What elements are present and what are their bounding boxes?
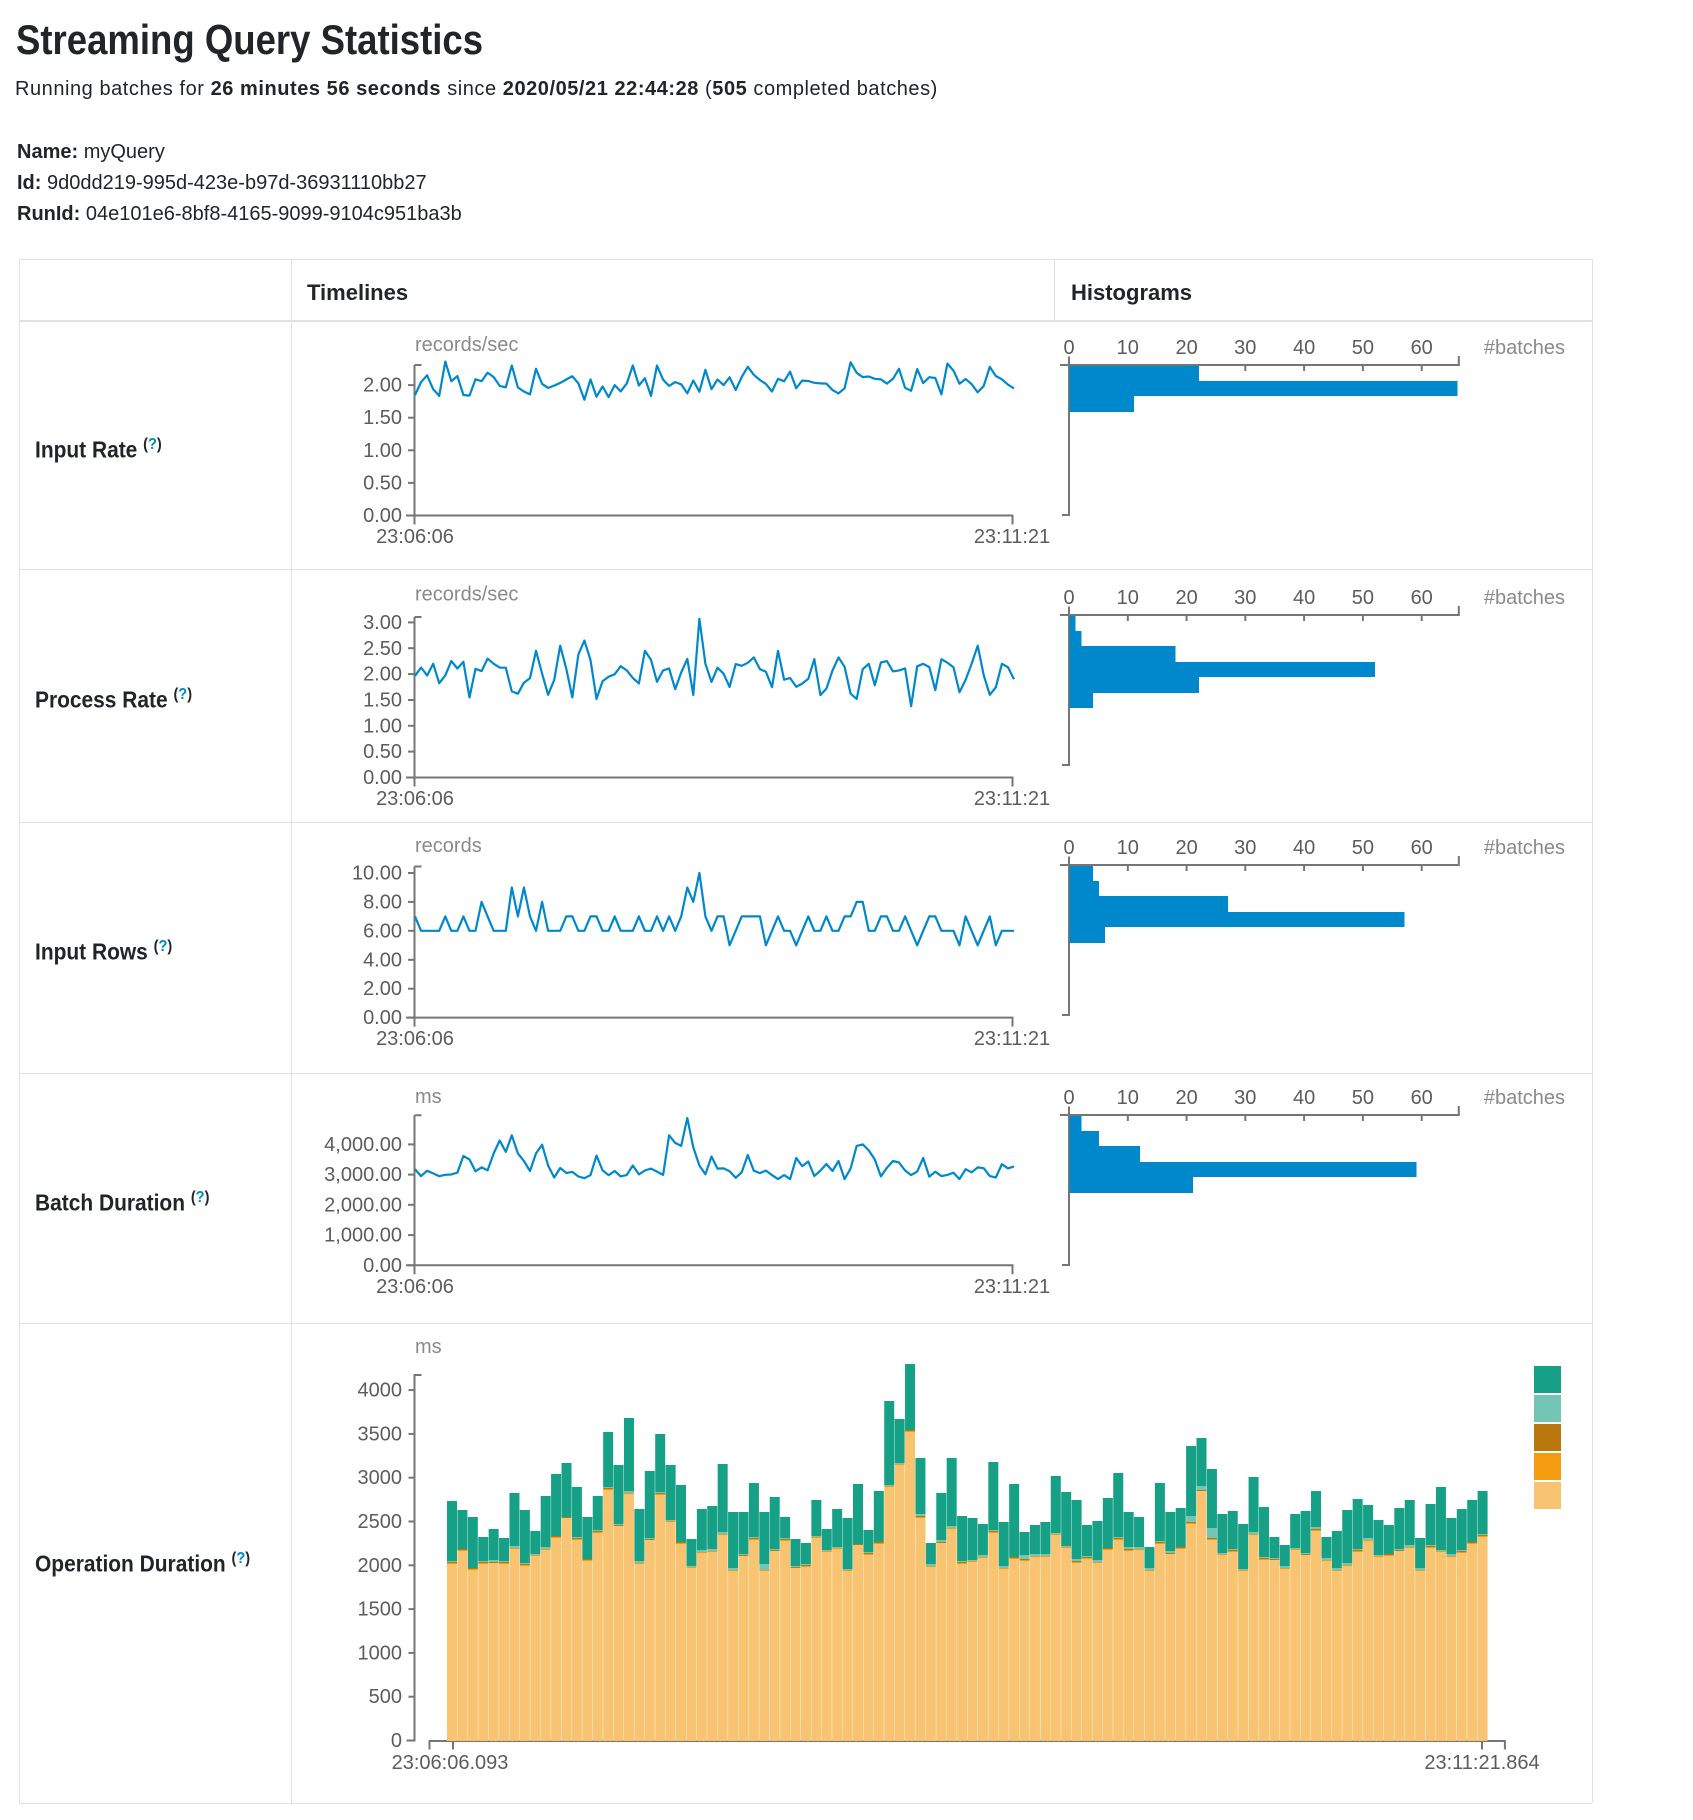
svg-text:2.00: 2.00 xyxy=(363,664,402,686)
svg-text:23:06:06: 23:06:06 xyxy=(376,1276,454,1298)
svg-text:records: records xyxy=(415,835,482,857)
svg-text:23:06:06: 23:06:06 xyxy=(376,526,454,548)
svg-text:50: 50 xyxy=(1352,1087,1374,1109)
svg-text:1.50: 1.50 xyxy=(363,690,402,712)
svg-text:23:11:21: 23:11:21 xyxy=(974,1276,1050,1298)
svg-text:0: 0 xyxy=(391,1730,402,1752)
svg-text:60: 60 xyxy=(1411,587,1433,609)
svg-text:0.50: 0.50 xyxy=(363,741,402,763)
svg-text:10: 10 xyxy=(1117,1087,1139,1109)
svg-text:30: 30 xyxy=(1234,337,1256,359)
svg-text:records/sec: records/sec xyxy=(415,584,518,606)
svg-text:50: 50 xyxy=(1352,837,1374,859)
svg-text:20: 20 xyxy=(1175,587,1197,609)
svg-text:3,000.00: 3,000.00 xyxy=(324,1164,402,1186)
svg-text:20: 20 xyxy=(1175,837,1197,859)
svg-text:2.50: 2.50 xyxy=(363,638,402,660)
svg-text:records/sec: records/sec xyxy=(415,334,518,356)
svg-text:0.00: 0.00 xyxy=(363,767,402,789)
svg-text:2,000.00: 2,000.00 xyxy=(324,1194,402,1216)
svg-text:50: 50 xyxy=(1352,337,1374,359)
svg-text:2.00: 2.00 xyxy=(363,375,402,397)
svg-text:40: 40 xyxy=(1293,837,1315,859)
svg-text:0: 0 xyxy=(1063,837,1074,859)
svg-text:0: 0 xyxy=(1063,337,1074,359)
svg-text:4,000.00: 4,000.00 xyxy=(324,1134,402,1156)
svg-text:1000: 1000 xyxy=(358,1642,403,1664)
svg-text:2000: 2000 xyxy=(358,1555,403,1577)
svg-text:40: 40 xyxy=(1293,587,1315,609)
svg-text:40: 40 xyxy=(1293,337,1315,359)
svg-text:23:06:06: 23:06:06 xyxy=(376,1028,454,1050)
svg-text:#batches: #batches xyxy=(1484,587,1565,609)
svg-text:#batches: #batches xyxy=(1484,837,1565,859)
svg-text:4000: 4000 xyxy=(358,1380,403,1402)
svg-text:23:11:21: 23:11:21 xyxy=(974,526,1050,548)
svg-text:0.00: 0.00 xyxy=(363,1255,402,1277)
svg-text:8.00: 8.00 xyxy=(363,891,402,913)
svg-text:23:11:21.864: 23:11:21.864 xyxy=(1424,1752,1539,1774)
svg-text:23:11:21: 23:11:21 xyxy=(974,788,1050,810)
svg-text:23:06:06.093: 23:06:06.093 xyxy=(392,1752,509,1774)
svg-text:3.00: 3.00 xyxy=(363,612,402,634)
svg-text:#batches: #batches xyxy=(1484,337,1565,359)
svg-text:23:11:21: 23:11:21 xyxy=(974,1028,1050,1050)
svg-text:1.00: 1.00 xyxy=(363,440,402,462)
svg-text:ms: ms xyxy=(415,1336,442,1358)
svg-text:2500: 2500 xyxy=(358,1511,403,1533)
svg-text:10: 10 xyxy=(1117,587,1139,609)
svg-text:50: 50 xyxy=(1352,587,1374,609)
svg-text:0.50: 0.50 xyxy=(363,472,402,494)
svg-text:1.50: 1.50 xyxy=(363,407,402,429)
svg-text:500: 500 xyxy=(369,1686,402,1708)
svg-text:0.00: 0.00 xyxy=(363,505,402,527)
svg-text:3500: 3500 xyxy=(358,1423,403,1445)
svg-text:#batches: #batches xyxy=(1484,1087,1565,1109)
svg-text:10: 10 xyxy=(1117,337,1139,359)
svg-text:20: 20 xyxy=(1175,1087,1197,1109)
svg-text:6.00: 6.00 xyxy=(363,920,402,942)
svg-text:0: 0 xyxy=(1063,587,1074,609)
svg-text:23:06:06: 23:06:06 xyxy=(376,788,454,810)
svg-text:60: 60 xyxy=(1411,837,1433,859)
svg-text:1,000.00: 1,000.00 xyxy=(324,1225,402,1247)
svg-text:20: 20 xyxy=(1175,337,1197,359)
svg-text:40: 40 xyxy=(1293,1087,1315,1109)
svg-text:4.00: 4.00 xyxy=(363,949,402,971)
svg-text:30: 30 xyxy=(1234,1087,1256,1109)
svg-text:1.00: 1.00 xyxy=(363,715,402,737)
svg-text:1500: 1500 xyxy=(358,1599,403,1621)
svg-text:2.00: 2.00 xyxy=(363,978,402,1000)
svg-text:10.00: 10.00 xyxy=(352,863,402,885)
svg-text:3000: 3000 xyxy=(358,1467,403,1489)
svg-text:60: 60 xyxy=(1411,337,1433,359)
svg-text:0: 0 xyxy=(1063,1087,1074,1109)
svg-text:60: 60 xyxy=(1411,1087,1433,1109)
svg-text:30: 30 xyxy=(1234,587,1256,609)
svg-text:30: 30 xyxy=(1234,837,1256,859)
svg-text:ms: ms xyxy=(415,1086,442,1108)
svg-text:10: 10 xyxy=(1117,837,1139,859)
svg-text:0.00: 0.00 xyxy=(363,1007,402,1029)
